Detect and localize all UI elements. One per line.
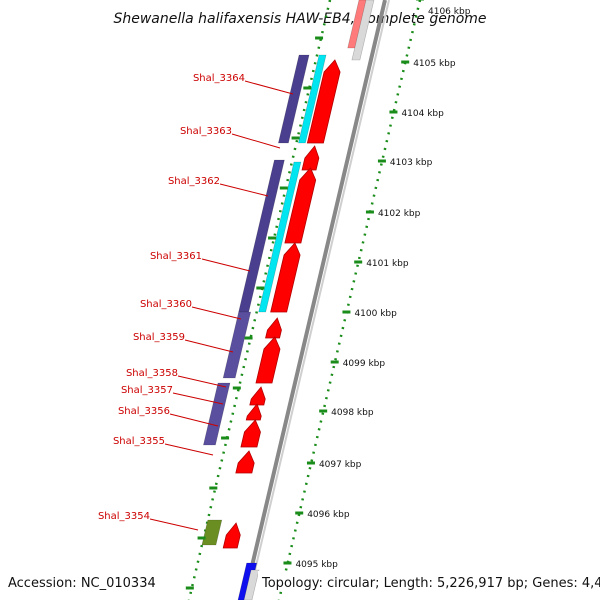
gene-label: Shal_3362 (168, 176, 220, 187)
track-group (187, 0, 422, 600)
gene-leader-line (172, 392, 224, 405)
gene-leader-line (164, 443, 214, 456)
accession-text: Accession: NC_010334 (8, 576, 156, 591)
gene-label: Shal_3354 (98, 511, 150, 522)
cds-arrow-3362 (284, 167, 317, 244)
backbone-line (242, 0, 387, 600)
gene-label: Shal_3361 (150, 251, 202, 262)
cds-arrow-3357 (245, 403, 262, 421)
cyan-block-1 (298, 54, 327, 144)
cds-arrow-3364 (306, 59, 341, 144)
kbp-label: 4103 kbp (390, 158, 433, 168)
tick-group: 4106 kbp 4105 kbp 4104 kbp 4103 kbp 4102 kbp… (185, 0, 471, 590)
gene-leader-line (231, 133, 281, 149)
kbp-label: 4097 kbp (319, 460, 362, 470)
cds-arrow-3361 (270, 242, 301, 313)
gene-leader-line (177, 375, 227, 388)
green-feature-3354 (201, 519, 223, 546)
outer-dotted-guide (277, 0, 422, 600)
kbp-label: 4104 kbp (401, 109, 444, 119)
gene-leader-line (201, 258, 251, 272)
kbp-label: 4098 kbp (331, 408, 374, 418)
gene-leader-line (169, 413, 219, 427)
cds-arrow-3354 (222, 522, 241, 549)
gene-label: Shal_3364 (193, 73, 245, 84)
grey-feature-bottom (243, 569, 260, 600)
gene-leader-line (184, 339, 234, 353)
gene-label: Shal_3359 (133, 332, 185, 343)
blast-block-3 (222, 311, 252, 379)
gene-label: Shal_3355 (113, 436, 165, 447)
kbp-label: 4096 kbp (307, 510, 350, 520)
cds-arrow-3356 (240, 419, 261, 448)
gene-leader-line (191, 306, 242, 320)
cds-arrow-3359 (255, 336, 281, 384)
gene-leader-line (219, 183, 269, 197)
blast-block-4 (203, 382, 231, 446)
blast-block-1 (278, 54, 310, 144)
footer-topology-bg (258, 571, 596, 591)
kbp-label: 4102 kbp (378, 209, 421, 219)
gene-leader-line (149, 518, 199, 531)
backbone-shadow (247, 0, 390, 600)
gene-label: Shal_3357 (121, 385, 173, 396)
kbp-label: 4100 kbp (354, 309, 397, 319)
cds-arrow-3358 (249, 386, 266, 406)
cds-arrow-3360 (265, 317, 282, 339)
cds-arrow-3363 (301, 145, 320, 171)
top-grey-feature (351, 0, 375, 61)
kbp-label: 4106 kbp (428, 7, 471, 17)
cds-arrow-3355 (235, 450, 255, 474)
kbp-label: 4101 kbp (366, 259, 409, 269)
gene-leader-line (244, 80, 294, 95)
kbp-label: 4099 kbp (343, 359, 386, 369)
topology-text: Topology: circular; Length: 5,226,917 bp… (261, 576, 600, 591)
inner-dotted-guide (187, 0, 332, 600)
kbp-label: 4095 kbp (295, 560, 338, 570)
cyan-block-2 (258, 161, 302, 313)
gene-label: Shal_3363 (180, 126, 232, 137)
kbp-label: 4105 kbp (413, 59, 456, 69)
gene-label: Shal_3360 (140, 299, 192, 310)
gene-label: Shal_3356 (118, 406, 170, 417)
map-title: Shewanella halifaxensis HAW-EB4, complet… (113, 11, 486, 27)
gene-label: Shal_3358 (126, 368, 178, 379)
label-group: Shal_3364 Shal_3363 Shal_3362 Shal_3361 Shal… (98, 73, 294, 531)
